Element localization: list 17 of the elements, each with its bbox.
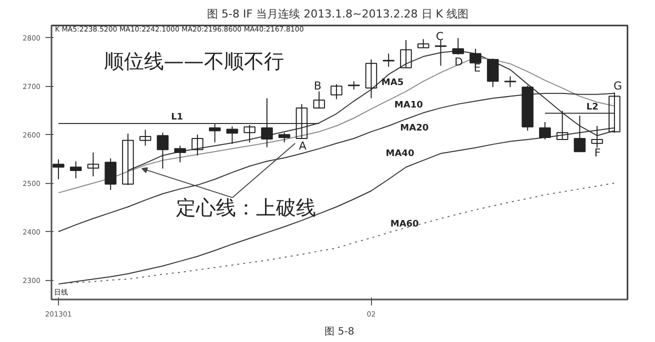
annotation: D — [454, 56, 463, 69]
annotation: G — [613, 79, 622, 92]
annotation: C — [436, 30, 444, 43]
annotation: 顺位线——不顺不行 — [104, 49, 284, 74]
caption: 图 5-8 — [324, 326, 354, 338]
series-label: L1 — [171, 112, 184, 123]
annotation: F — [594, 146, 601, 160]
series-label: MA60 — [390, 219, 419, 230]
series-label: MA5 — [381, 78, 404, 88]
series-label: MA10 — [394, 100, 423, 111]
series-label: L2 — [586, 102, 598, 113]
annotation: 定心线：上破线 — [176, 195, 316, 220]
series-label: MA40 — [386, 149, 414, 160]
chart-title: 图 5-8 IF 当月连续 2013.1.8~2013.2.28 日 K 线图 — [207, 8, 468, 20]
annotation: A — [298, 140, 307, 153]
annotation: B — [314, 79, 322, 92]
series-label: MA20 — [400, 123, 429, 134]
